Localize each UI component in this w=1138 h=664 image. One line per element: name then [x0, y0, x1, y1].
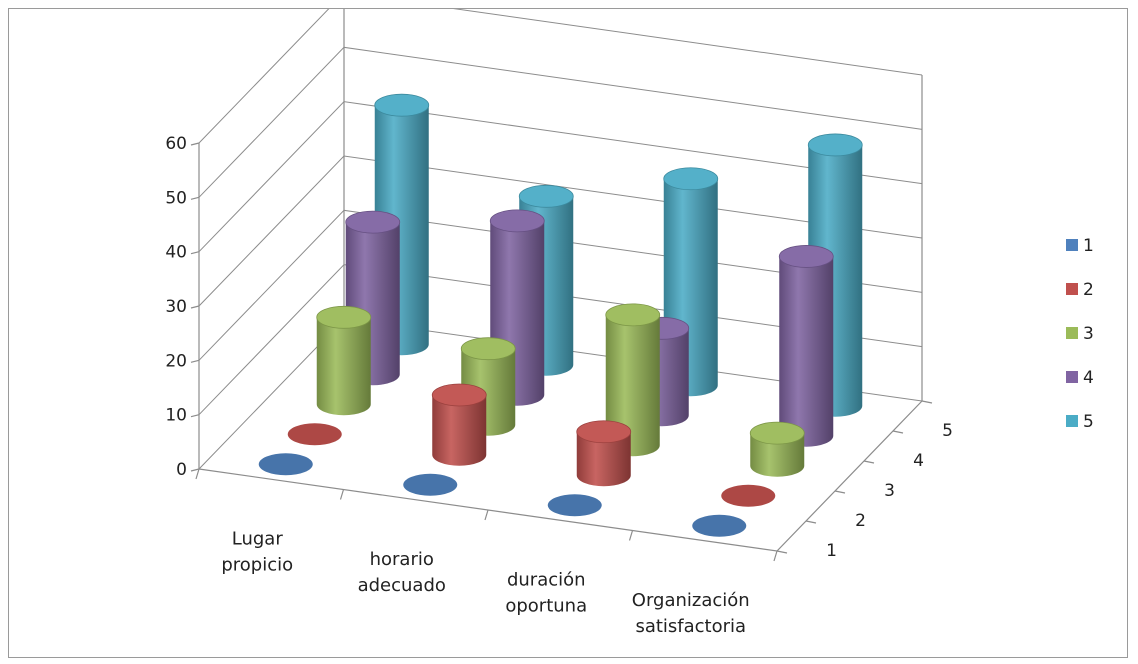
bar-3-0 [316, 305, 372, 416]
y-tick-label: 30 [165, 297, 187, 317]
legend: 1 2 3 4 5 [1066, 236, 1094, 432]
bar-1-1 [403, 473, 458, 496]
x-tick-mark [484, 509, 489, 521]
y-tick-label: 20 [165, 351, 187, 371]
x-axis: Lugar propicio horario adecuado duración opor… [195, 468, 778, 637]
plot-bars [258, 93, 863, 537]
y-tick-mark [190, 359, 200, 363]
bar-2-0 [287, 423, 342, 446]
legend-item-4: 4 [1066, 368, 1094, 388]
legend-label: 1 [1083, 236, 1094, 256]
legend-swatch [1066, 283, 1078, 295]
y-tick-label: 60 [165, 134, 187, 154]
y-tick-mark [190, 305, 200, 309]
y-tick-label: 0 [176, 460, 187, 480]
depth-tick-label: 1 [826, 541, 837, 561]
bar-3-3 [749, 421, 805, 477]
y-tick-mark [190, 414, 200, 418]
bar-2-3 [721, 484, 776, 507]
y-axis: 0 10 20 30 40 50 60 [165, 134, 200, 480]
y-tick-mark [190, 196, 200, 200]
chart-frame: 0 10 20 30 40 50 60 Lugar propicio horario adecua… [8, 8, 1128, 658]
y-tick-label: 40 [165, 243, 187, 263]
x-tick-label: Lugar propicio [221, 528, 293, 575]
legend-item-1: 1 [1066, 236, 1094, 256]
legend-label: 5 [1083, 412, 1094, 432]
legend-swatch [1066, 239, 1078, 251]
x-tick-mark [628, 530, 634, 541]
y-tick-label: 10 [165, 406, 187, 426]
depth-tick-mark [892, 430, 904, 434]
x-tick-mark [195, 468, 200, 480]
x-tick-mark [773, 550, 778, 562]
y-tick-mark [190, 251, 200, 255]
bar-3-2 [605, 303, 661, 457]
bar-1-2 [547, 494, 602, 517]
legend-label: 4 [1083, 368, 1094, 388]
depth-tick-mark [776, 550, 788, 554]
legend-label: 3 [1083, 324, 1094, 344]
legend-swatch [1066, 327, 1078, 339]
bar-4-3 [778, 245, 834, 447]
legend-item-5: 5 [1066, 412, 1094, 432]
depth-tick-label: 3 [884, 481, 895, 501]
x-tick-label: duración oportuna [505, 569, 587, 616]
depth-tick-label: 5 [942, 421, 953, 441]
depth-tick-mark [805, 520, 817, 524]
legend-item-2: 2 [1066, 280, 1094, 300]
bar-1-3 [692, 514, 747, 537]
x-tick-mark [339, 489, 345, 500]
bar-2-1 [431, 383, 487, 466]
y-tick-mark [190, 468, 200, 472]
x-tick-label: Organización satisfactoria [632, 590, 750, 637]
depth-tick-label: 2 [855, 511, 866, 531]
depth-tick-mark [921, 400, 933, 404]
legend-swatch [1066, 371, 1078, 383]
y-tick-label: 50 [165, 188, 187, 208]
bar-1-0 [258, 453, 313, 476]
y-tick-mark [190, 142, 200, 146]
depth-tick-mark [863, 460, 875, 464]
bar-2-2 [576, 420, 632, 487]
legend-swatch [1066, 415, 1078, 427]
legend-item-3: 3 [1066, 324, 1094, 344]
depth-tick-mark [834, 490, 846, 494]
gridline-60 [198, 9, 923, 144]
x-tick-label: horario adecuado [358, 549, 446, 596]
legend-label: 2 [1083, 280, 1094, 300]
chart-area: 0 10 20 30 40 50 60 Lugar propicio horario adecua… [165, 9, 1094, 637]
depth-tick-label: 4 [913, 451, 924, 471]
